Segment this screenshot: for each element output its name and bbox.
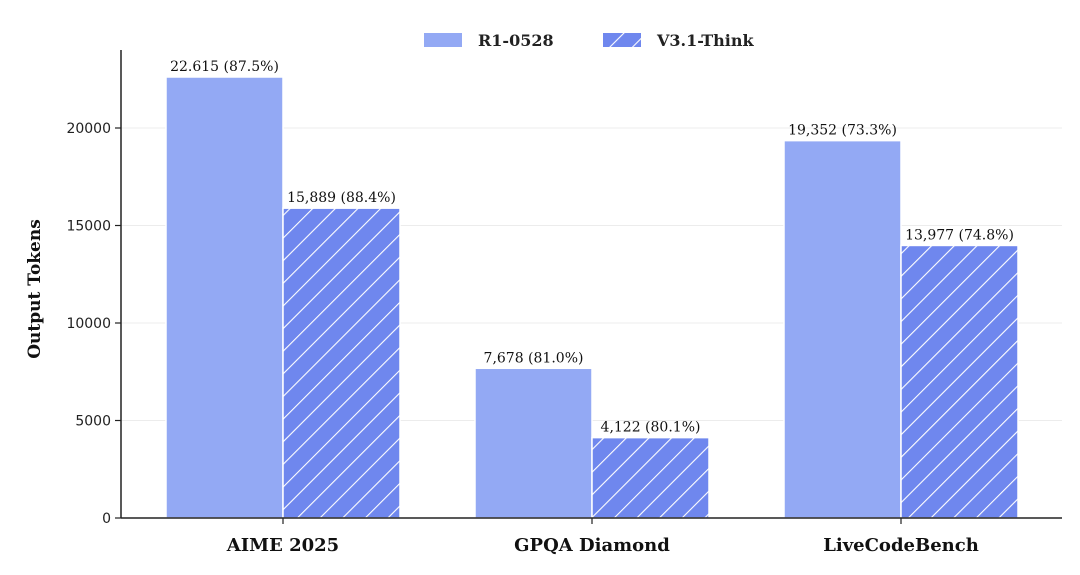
bar-v3-1-think [282, 207, 401, 519]
y-tick-label: 10000 [66, 316, 111, 332]
legend: R1-0528 V3.1-Think [424, 31, 754, 50]
bar-value-label: 13,977 (74.8%) [905, 227, 1014, 243]
bar-value-label: 22.615 (87.5%) [170, 59, 279, 75]
y-tick-label: 20000 [66, 121, 111, 137]
legend-swatch-r1-0528 [424, 33, 462, 47]
bar-v3-1-think [900, 244, 1019, 519]
bar-r1-0528 [783, 139, 902, 519]
x-category-label: AIME 2025 [226, 535, 339, 556]
legend-label-r1-0528: R1-0528 [478, 31, 554, 50]
x-category-label: LiveCodeBench [823, 535, 979, 556]
legend-swatch-v3-1-think [603, 33, 641, 47]
bar-v3-1-think [591, 436, 710, 519]
y-tick-label: 15000 [66, 219, 111, 235]
bar-value-label: 4,122 (80.1%) [601, 420, 701, 436]
bar-r1-0528 [165, 76, 284, 519]
bar-r1-0528 [474, 367, 593, 519]
bar-value-label: 7,678 (81.0%) [484, 350, 584, 366]
bar-value-label: 19,352 (73.3%) [788, 123, 897, 139]
y-tick-label: 5000 [75, 414, 111, 430]
bars [165, 76, 1019, 519]
bar-value-label: 15,889 (88.4%) [287, 190, 396, 206]
y-tick-label: 0 [102, 511, 111, 527]
x-category-label: GPQA Diamond [514, 535, 670, 556]
y-axis-title: Output Tokens [25, 219, 45, 359]
labels: 0 5000 10000 15000 20000 AIME 2025 22.615 (87.… [66, 59, 1013, 556]
legend-label-v3-1-think: V3.1-Think [656, 31, 754, 50]
